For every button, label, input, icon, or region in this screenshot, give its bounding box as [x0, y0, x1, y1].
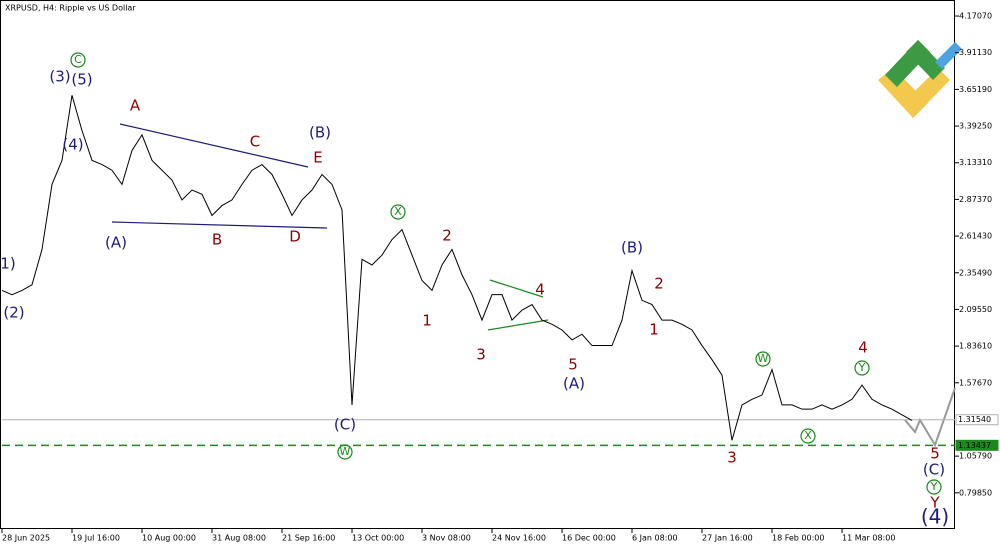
- x-tick-label: 3 Nov 08:00: [422, 534, 471, 543]
- wave-label: C: [250, 133, 260, 151]
- y-tick-label: 0.79850: [959, 488, 992, 497]
- wave-lines: [111, 123, 549, 331]
- x-tick-label: 24 Nov 16:00: [492, 534, 546, 543]
- wave-label: (C): [334, 416, 356, 434]
- wave-label: (B): [309, 124, 331, 142]
- wave-label: X: [394, 205, 402, 218]
- wave-circle: [337, 444, 353, 460]
- wave-label: (B): [621, 239, 643, 257]
- wave-label: A: [130, 97, 141, 115]
- wave-label: C: [74, 53, 82, 66]
- x-tick-label: 21 Sep 16:00: [282, 534, 335, 543]
- wave-circle: [800, 428, 816, 444]
- wave-label: Y: [858, 361, 866, 374]
- wave-circle: [755, 351, 771, 367]
- wave-label: X: [804, 429, 812, 442]
- x-tick-label: 28 Jun 2025: [2, 534, 50, 543]
- chart-title: XRPUSD, H4: Ripple vs US Dollar: [5, 4, 136, 13]
- wave-label: (A): [563, 375, 585, 393]
- x-tick-label: 31 Aug 08:00: [212, 534, 266, 543]
- wave-label: W: [340, 445, 351, 458]
- wave-label: 3: [476, 346, 486, 364]
- price-label-box: [955, 414, 999, 426]
- wave-label: 5: [930, 445, 940, 463]
- wave-label: 1): [0, 255, 15, 273]
- x-tick-label: 13 Oct 00:00: [352, 534, 404, 543]
- wave-label: 4: [858, 339, 868, 357]
- y-tick-label: 3.65190: [959, 85, 992, 94]
- wave-label: (2): [3, 304, 24, 322]
- price-label: 1.31540: [958, 415, 991, 424]
- wave-label: 4: [535, 281, 545, 299]
- y-tick-label: 1.83610: [959, 342, 992, 351]
- wave-label: (4): [921, 505, 949, 529]
- y-tick-label: 2.87370: [959, 195, 992, 204]
- y-tick-label: 3.13310: [959, 158, 992, 167]
- wave-label: D: [289, 228, 301, 246]
- wave-label: 2: [442, 227, 452, 245]
- y-tick-label: 4.17070: [959, 12, 992, 21]
- wave-label: 5: [568, 356, 578, 374]
- x-tick-label: 16 Dec 00:00: [562, 534, 616, 543]
- y-tick-label: 2.35490: [959, 268, 992, 277]
- wave-circle: [926, 479, 942, 495]
- y-tick-label: 3.39250: [959, 122, 992, 131]
- x-tick-label: 27 Jan 16:00: [702, 534, 753, 543]
- wave-circle: [390, 204, 406, 220]
- wave-label: (3): [49, 68, 70, 86]
- wave-label: 3: [727, 449, 737, 467]
- price-line-series: [1, 95, 913, 441]
- x-tick-label: 10 Aug 00:00: [142, 534, 196, 543]
- wave-label: (A): [105, 234, 127, 252]
- x-tick-label: 11 Mar 08:00: [842, 534, 895, 543]
- annotations: (3) (5) C (4) A C (B) E (A) B D 1) (2) X…: [0, 52, 949, 529]
- wave-label: (C): [923, 461, 945, 479]
- wave-label: W: [758, 352, 769, 365]
- y-tick-label: 1.57670: [959, 378, 992, 387]
- plot-frame: [0, 0, 955, 529]
- y-tick-label: 2.61430: [959, 232, 992, 241]
- y-tick-label: 1.05790: [959, 452, 992, 461]
- x-tick-label: 18 Feb 00:00: [772, 534, 824, 543]
- wave-circle: [854, 360, 870, 376]
- wave-circle: [70, 52, 86, 68]
- wave-label: 1: [649, 321, 659, 339]
- y-tick-label: 2.09550: [959, 305, 992, 314]
- logo: [878, 40, 962, 118]
- wave-label: E: [313, 149, 322, 167]
- wave-label: 2: [654, 275, 664, 293]
- x-tick-label: 6 Jan 08:00: [632, 534, 678, 543]
- wave-label: Y: [930, 480, 938, 493]
- wave-label: Y: [929, 494, 940, 512]
- x-tick-label: 19 Jul 16:00: [72, 534, 120, 543]
- y-tick-label: 3.91130: [959, 48, 992, 57]
- price-label-box: [955, 439, 999, 451]
- wave-label: (4): [62, 136, 83, 154]
- wave-label: (5): [71, 71, 92, 89]
- price-label: 1.13437: [958, 441, 991, 450]
- wave-label: 1: [422, 312, 432, 330]
- wave-label: B: [212, 231, 222, 249]
